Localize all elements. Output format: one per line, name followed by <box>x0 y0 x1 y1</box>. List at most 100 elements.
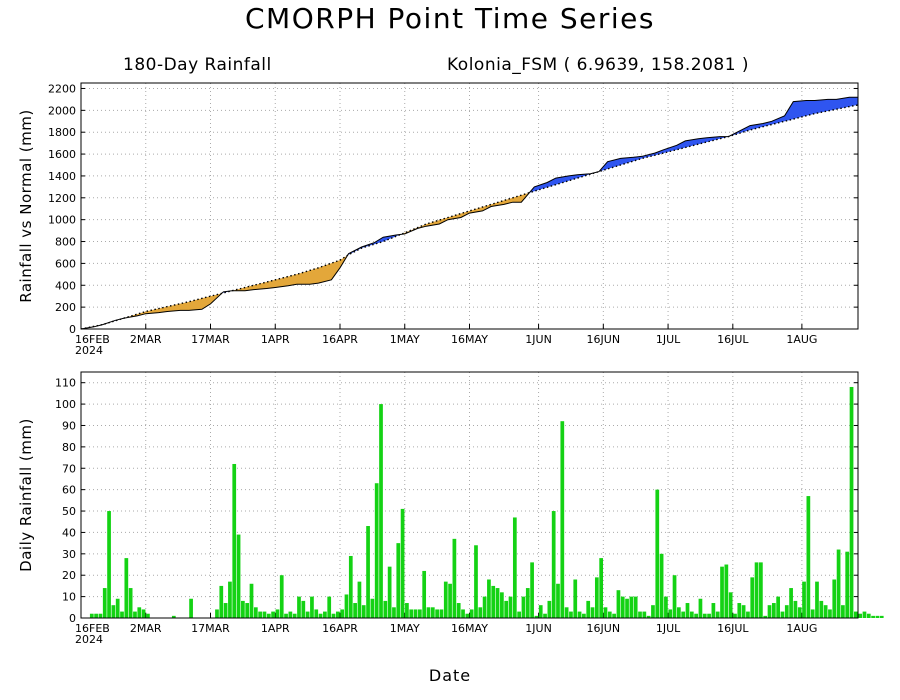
daily-rain-bar <box>594 577 599 618</box>
daily-rain-bar <box>525 588 530 618</box>
x-tick-label: 2MAR <box>130 622 162 635</box>
daily-rain-bar <box>439 609 444 618</box>
x-tick-label: 16MAY <box>451 333 488 346</box>
daily-rain-bar <box>638 611 642 618</box>
daily-rain-bar <box>249 583 254 618</box>
x-tick-label: 1AUG <box>786 622 817 635</box>
x-tick-label: 16APR <box>322 333 358 346</box>
daily-rain-bar <box>698 598 703 618</box>
cumulative-rainfall-panel: 0 200 400 600 800 1000 1200 1400 1600 1800 2000 220… <box>17 82 859 357</box>
daily-rain-bar <box>664 596 668 618</box>
y-tick-label: 400 <box>55 279 76 292</box>
daily-rain-bar <box>823 605 828 618</box>
daily-rain-bar <box>115 598 120 618</box>
daily-rain-bar <box>323 611 327 618</box>
y-tick-label: 1200 <box>48 192 76 205</box>
daily-rain-bar <box>241 600 245 618</box>
station-label: Kolonia_FSM ( 6.9639, 158.2081 ) <box>447 55 750 75</box>
daily-rain-bar <box>124 558 129 618</box>
x-tick-label: 1JUN <box>525 622 552 635</box>
daily-rain-bar <box>763 615 768 618</box>
daily-rain-bar <box>413 609 418 618</box>
daily-rain-bar <box>612 613 616 618</box>
y-tick-label: 70 <box>62 462 76 475</box>
daily-rain-bar <box>327 596 332 618</box>
daily-rain-bar <box>133 611 137 618</box>
y-tick-label: 100 <box>55 398 76 411</box>
daily-rain-bar <box>620 596 625 618</box>
daily-rain-bar <box>474 545 478 618</box>
daily-rain-bar <box>284 613 288 618</box>
daily-rain-bar <box>707 613 711 618</box>
daily-rain-bar <box>340 609 345 618</box>
plot-frame <box>80 82 859 330</box>
daily-rain-bar <box>677 607 681 618</box>
daily-rain-bar <box>508 596 513 618</box>
x-tick-label: 16FEB <box>75 333 110 346</box>
daily-rain-bar <box>616 590 621 618</box>
daily-rain-bar <box>137 607 142 618</box>
daily-rain-bar <box>262 611 267 618</box>
daily-rain-bar <box>633 596 638 618</box>
normal-line <box>80 104 859 330</box>
y-tick-label: 600 <box>55 257 76 270</box>
daily-rain-bar <box>89 613 94 618</box>
daily-rain-bar <box>771 603 776 618</box>
daily-rain-bar <box>754 562 759 618</box>
daily-rain-bar <box>94 613 98 618</box>
daily-rain-bar <box>789 588 793 618</box>
x-tick-label: 1MAY <box>390 333 420 346</box>
x-tick-label: 1JUN <box>525 333 552 346</box>
y-tick-label: 10 <box>62 591 76 604</box>
daily-rain-bar <box>551 511 556 618</box>
daily-rain-bar <box>396 543 401 618</box>
daily-rain-bar <box>392 607 396 618</box>
x-tick-label: 1APR <box>261 333 290 346</box>
daily-rain-bar <box>759 562 763 618</box>
daily-rain-bar <box>107 511 111 618</box>
daily-rain-bar <box>465 613 470 618</box>
daily-rain-bar <box>702 613 707 618</box>
y-tick-label: 2200 <box>48 82 76 95</box>
daily-rain-bar <box>694 613 698 618</box>
daily-rain-bar <box>487 579 491 618</box>
daily-rain-bar <box>720 566 724 618</box>
deficit-area <box>402 193 528 235</box>
daily-rain-bar <box>797 607 802 618</box>
x-tick-label: 1MAY <box>390 622 420 635</box>
daily-rain-bar <box>849 386 854 618</box>
daily-rain-bar <box>228 581 232 618</box>
x-tick-label: 17MAR <box>191 333 230 346</box>
daily-rain-bar <box>569 611 573 618</box>
daily-rain-bar <box>810 609 815 618</box>
daily-rain-bar <box>435 609 439 618</box>
deficit-area <box>234 256 347 291</box>
daily-rain-bar <box>500 592 504 618</box>
daily-rain-bar <box>318 613 323 618</box>
x-tick-label: 16JUL <box>717 622 749 635</box>
daily-rain-bar <box>659 553 664 618</box>
daily-rain-bar <box>871 615 875 618</box>
daily-rain-bar <box>409 609 414 618</box>
daily-rain-bar <box>879 615 884 618</box>
daily-rain-bar <box>681 611 686 618</box>
daily-rain-bar <box>236 534 241 618</box>
daily-rain-bar <box>724 564 729 618</box>
daily-rain-bar <box>715 611 720 618</box>
x-tick-label: 16MAY <box>451 622 488 635</box>
daily-rain-bar <box>625 598 629 618</box>
daily-rain-bar <box>215 609 219 618</box>
daily-rain-bar <box>655 489 660 618</box>
daily-rain-bar <box>189 598 193 618</box>
daily-rain-bar <box>253 607 258 618</box>
daily-rain-bar <box>603 607 608 618</box>
daily-rain-bar <box>456 603 461 618</box>
x-tick-label: 1APR <box>261 622 290 635</box>
daily-rain-bar <box>642 611 647 618</box>
daily-rain-bar <box>353 603 357 618</box>
daily-rain-bar <box>685 603 690 618</box>
daily-rain-bar <box>582 613 586 618</box>
daily-rain-bar <box>128 588 133 618</box>
